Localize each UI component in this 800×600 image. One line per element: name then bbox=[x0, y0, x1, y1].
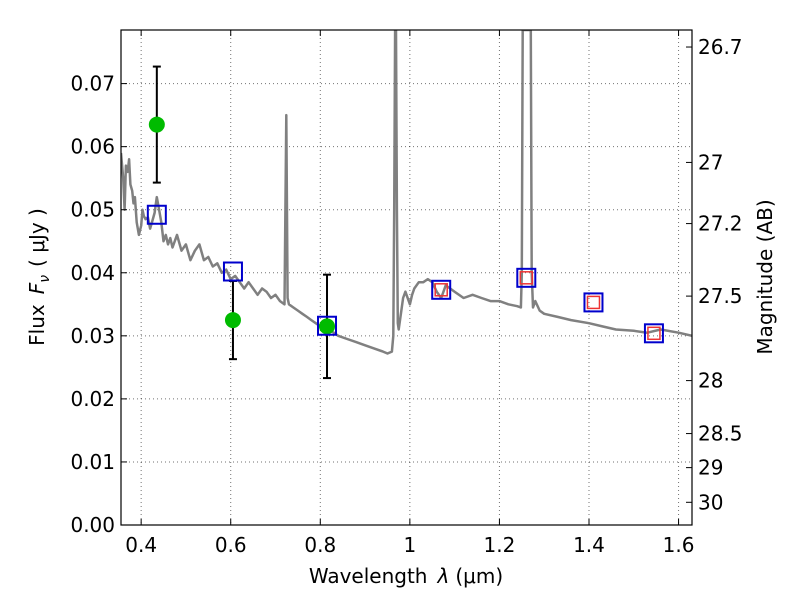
synthetic-squares bbox=[146, 204, 664, 344]
inner-square bbox=[519, 271, 534, 285]
error-bars bbox=[152, 65, 332, 380]
synthetic-square bbox=[222, 261, 243, 282]
y-tick-label: 0.01 bbox=[70, 450, 115, 474]
x-tick-label: 0.6 bbox=[215, 533, 247, 557]
inner-square bbox=[586, 295, 601, 310]
synthetic-square bbox=[431, 279, 452, 300]
synthetic-square bbox=[516, 267, 537, 288]
y-tick-label: 0.03 bbox=[70, 324, 115, 348]
x-tick-label: 1 bbox=[403, 533, 416, 557]
inner-square bbox=[434, 283, 448, 297]
y-tick-label: 0.00 bbox=[70, 513, 115, 537]
model-spectrum-line bbox=[121, 30, 692, 355]
y-axis-label: FluxFν( μJy ) bbox=[25, 208, 53, 346]
synthetic-square bbox=[643, 323, 664, 344]
y2-tick-label: 28.5 bbox=[698, 422, 743, 446]
y-tick-label: 0.07 bbox=[70, 72, 115, 96]
y2-tick-label: 29 bbox=[698, 456, 723, 480]
observed-point bbox=[319, 318, 336, 335]
y2-tick-label: 27.5 bbox=[698, 284, 743, 308]
x-axis-ticks: 0.4 0.6 0.8 1 1.2 1.4 1.6 bbox=[125, 30, 694, 557]
y-tick-label: 0.06 bbox=[70, 135, 115, 159]
y2-tick-label: 30 bbox=[698, 490, 723, 514]
x-axis-label: Wavelength λ (μm) bbox=[309, 564, 503, 588]
y2-tick-label: 26.7 bbox=[698, 35, 743, 59]
x-tick-label: 0.8 bbox=[304, 533, 336, 557]
synthetic-square bbox=[146, 204, 167, 225]
y2-axis-ticks: 26.7 27 27.2 27.5 28 28.5 29 30 bbox=[686, 35, 743, 514]
y2-tick-label: 27 bbox=[698, 150, 723, 174]
x-tick-label: 1.4 bbox=[573, 533, 605, 557]
synthetic-square bbox=[583, 292, 604, 313]
x-tick-label: 1.2 bbox=[484, 533, 516, 557]
plot-area bbox=[121, 30, 692, 380]
synthetic-square bbox=[317, 315, 338, 336]
x-tick-label: 1.6 bbox=[663, 533, 695, 557]
observed-point bbox=[224, 312, 241, 329]
y-tick-label: 0.05 bbox=[70, 198, 115, 222]
x-tick-label: 0.4 bbox=[125, 533, 157, 557]
y2-tick-label: 28 bbox=[698, 369, 723, 393]
plot-frame bbox=[120, 29, 693, 526]
y-tick-label: 0.02 bbox=[70, 387, 115, 411]
y-tick-label: 0.04 bbox=[70, 261, 115, 285]
y2-tick-label: 27.2 bbox=[698, 212, 743, 236]
observed-points bbox=[148, 116, 336, 335]
inner-square bbox=[647, 326, 661, 341]
observed-point bbox=[148, 116, 165, 133]
grid-lines bbox=[121, 30, 692, 525]
y2-axis-label: Magnitude (AB) bbox=[753, 199, 777, 354]
y-axis-ticks: 0.00 0.01 0.02 0.03 0.04 0.05 0.06 0.07 bbox=[70, 72, 127, 537]
